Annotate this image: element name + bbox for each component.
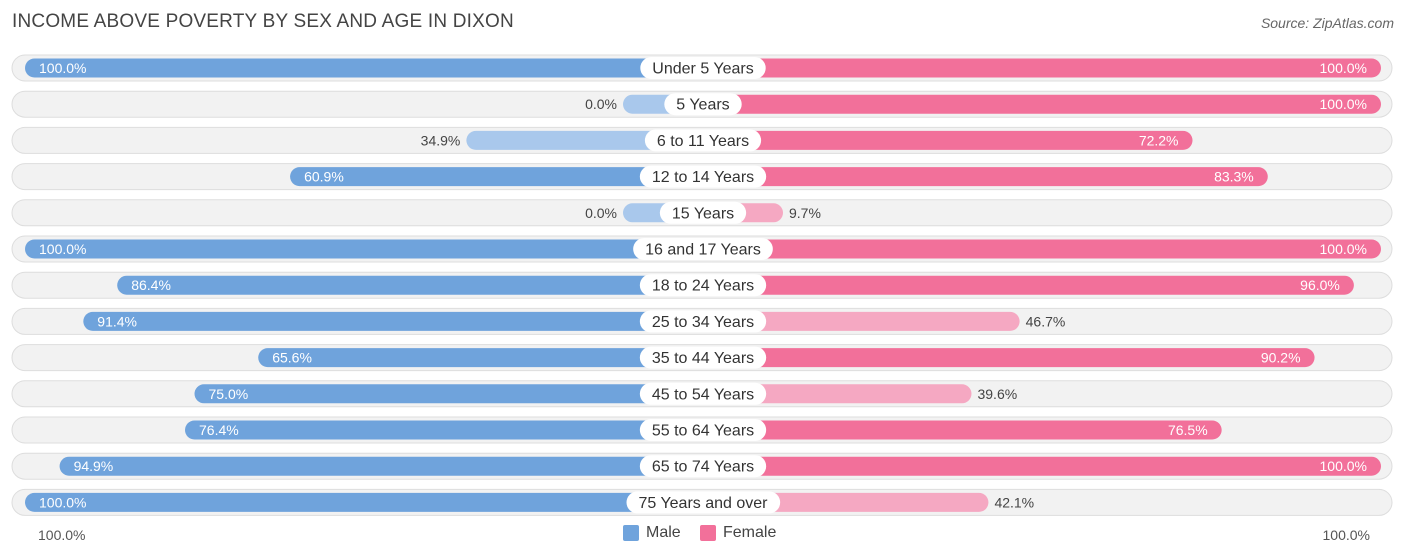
chart-canvas: Under 5 Years 100.0% 100.0% 5 Years 0.0% 100.… [11,54,1393,516]
bar-row: Under 5 Years 100.0% 100.0% [11,54,1393,82]
category-pill [664,93,742,116]
male-value-label: 34.9% [421,132,461,148]
category-pill [639,274,767,297]
male-bar [194,384,703,404]
category-pill [644,129,762,152]
male-bar [25,239,703,259]
category-pill [639,419,767,441]
legend-swatch-male [623,525,639,541]
legend-label-female: Female [723,524,777,541]
bar-row: 18 to 24 Years 86.4% 96.0% [11,271,1393,299]
male-value-label: 91.4% [97,313,137,329]
category-label: 45 to 54 Years [652,386,754,403]
legend-swatch-female [700,525,716,541]
bar-row: 45 to 54 Years 75.0% 39.6% [11,380,1393,408]
category-label: 35 to 44 Years [652,350,754,367]
bar-row: 55 to 64 Years 76.4% 76.5% [11,416,1393,444]
source-credit: Source: ZipAtlas.com [1260,15,1394,31]
female-value-label: 96.0% [1300,277,1340,293]
female-value-label: 72.2% [1139,132,1179,148]
male-bar [117,275,703,295]
category-label: 55 to 64 Years [652,423,754,440]
bar-row: 6 to 11 Years 34.9% 72.2% [11,126,1393,154]
category-pill [639,165,767,188]
male-value-label: 0.0% [585,96,617,112]
bar-row: 16 and 17 Years 100.0% 100.0% [11,235,1393,263]
legend-label-male: Male [646,524,681,541]
category-pill [633,238,773,260]
axis-left-label: 100.0% [38,527,86,543]
female-value-label: 90.2% [1261,350,1301,366]
female-value-label: 9.7% [789,205,821,221]
legend: Male Female [0,524,1406,544]
category-pill [626,491,781,514]
female-bar [703,420,1222,440]
female-bar [703,348,1315,368]
category-label: 25 to 34 Years [652,314,754,331]
legend-item-male: Male [623,524,681,542]
bar-row: 5 Years 0.0% 100.0% [11,90,1393,118]
male-value-label: 100.0% [39,241,86,257]
female-value-label: 83.3% [1214,169,1254,185]
legend-item-female: Female [700,524,776,542]
category-label: 65 to 74 Years [652,459,754,476]
category-label: 6 to 11 Years [657,133,749,150]
female-bar [703,275,1354,295]
male-bar [466,130,703,150]
bar-row: 25 to 34 Years 91.4% 46.7% [11,307,1393,335]
category-label: 18 to 24 Years [652,278,754,295]
bar-row: 65 to 74 Years 94.9% 100.0% [11,452,1393,480]
female-bar [703,311,1020,331]
male-bar [83,311,704,331]
category-label: 5 Years [676,97,729,114]
male-bar [59,456,703,476]
female-bar [703,94,1381,114]
female-value-label: 100.0% [1320,458,1367,474]
male-value-label: 75.0% [209,386,249,402]
category-pill [639,382,767,405]
bar-row: 15 Years 0.0% 9.7% [11,199,1393,227]
female-value-label: 39.6% [977,386,1017,402]
category-label: 12 to 14 Years [652,169,754,186]
male-value-label: 94.9% [74,458,114,474]
category-pill [639,346,767,369]
female-value-label: 100.0% [1320,96,1367,112]
female-bar [703,130,1193,150]
bar-row: 35 to 44 Years 65.6% 90.2% [11,344,1393,372]
male-value-label: 86.4% [131,277,171,293]
male-bar [25,58,703,78]
category-label: Under 5 Years [652,61,753,78]
male-bar [185,420,703,440]
female-bar [703,239,1381,259]
male-bar [290,167,703,187]
category-pill [639,310,767,333]
category-label: 75 Years and over [639,495,769,512]
chart-title: INCOME ABOVE POVERTY BY SEX AND AGE IN D… [12,11,514,32]
bar-row: 75 Years and over 100.0% 42.1% [11,488,1393,516]
female-value-label: 100.0% [1320,60,1367,76]
male-value-label: 0.0% [585,205,617,221]
male-value-label: 60.9% [304,169,344,185]
female-value-label: 42.1% [994,494,1034,510]
female-value-label: 76.5% [1168,422,1208,438]
category-pill [639,455,767,478]
female-bar [703,384,972,404]
category-label: 15 Years [672,205,734,222]
category-pill [640,57,766,79]
male-bar [25,492,703,512]
female-value-label: 100.0% [1320,241,1367,257]
male-value-label: 76.4% [199,422,239,438]
female-bar [703,58,1381,78]
male-value-label: 100.0% [39,494,86,510]
male-bar [258,348,703,368]
category-label: 16 and 17 Years [645,242,761,259]
male-value-label: 100.0% [39,60,86,76]
bar-row: 12 to 14 Years 60.9% 83.3% [11,163,1393,191]
female-value-label: 46.7% [1026,313,1066,329]
category-pill [659,201,747,224]
female-bar [703,167,1268,187]
female-bar [703,456,1381,476]
male-value-label: 65.6% [272,350,312,366]
axis-right-label: 100.0% [1322,527,1370,543]
